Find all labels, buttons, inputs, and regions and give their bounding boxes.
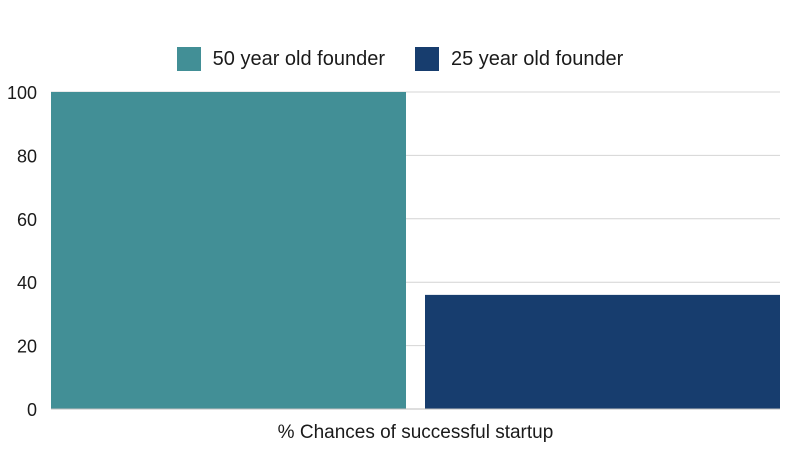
y-tick-label-100: 100 [7, 83, 37, 103]
chart-legend: 50 year old founder 25 year old founder [0, 47, 800, 71]
bars [51, 92, 780, 409]
legend-item-series-2: 25 year old founder [415, 47, 623, 71]
y-tick-label-60: 60 [17, 210, 37, 230]
y-tick-label-0: 0 [27, 400, 37, 420]
y-tick-label-40: 40 [17, 273, 37, 293]
x-axis-label: % Chances of successful startup [278, 422, 554, 443]
y-axis-ticks: 0 20 40 60 80 100 [7, 83, 37, 420]
y-tick-label-20: 20 [17, 337, 37, 357]
y-tick-label-80: 80 [17, 146, 37, 166]
legend-swatch-series-1 [176, 47, 201, 71]
legend-label-series-2: 25 year old founder [451, 47, 624, 70]
bar-series-2 [425, 294, 780, 409]
legend-swatch-series-2 [415, 47, 439, 71]
legend-label-series-1: 50 year old founder [212, 47, 385, 70]
legend-item-series-1: 50 year old founder [176, 47, 385, 71]
bar-series-1 [51, 92, 406, 409]
